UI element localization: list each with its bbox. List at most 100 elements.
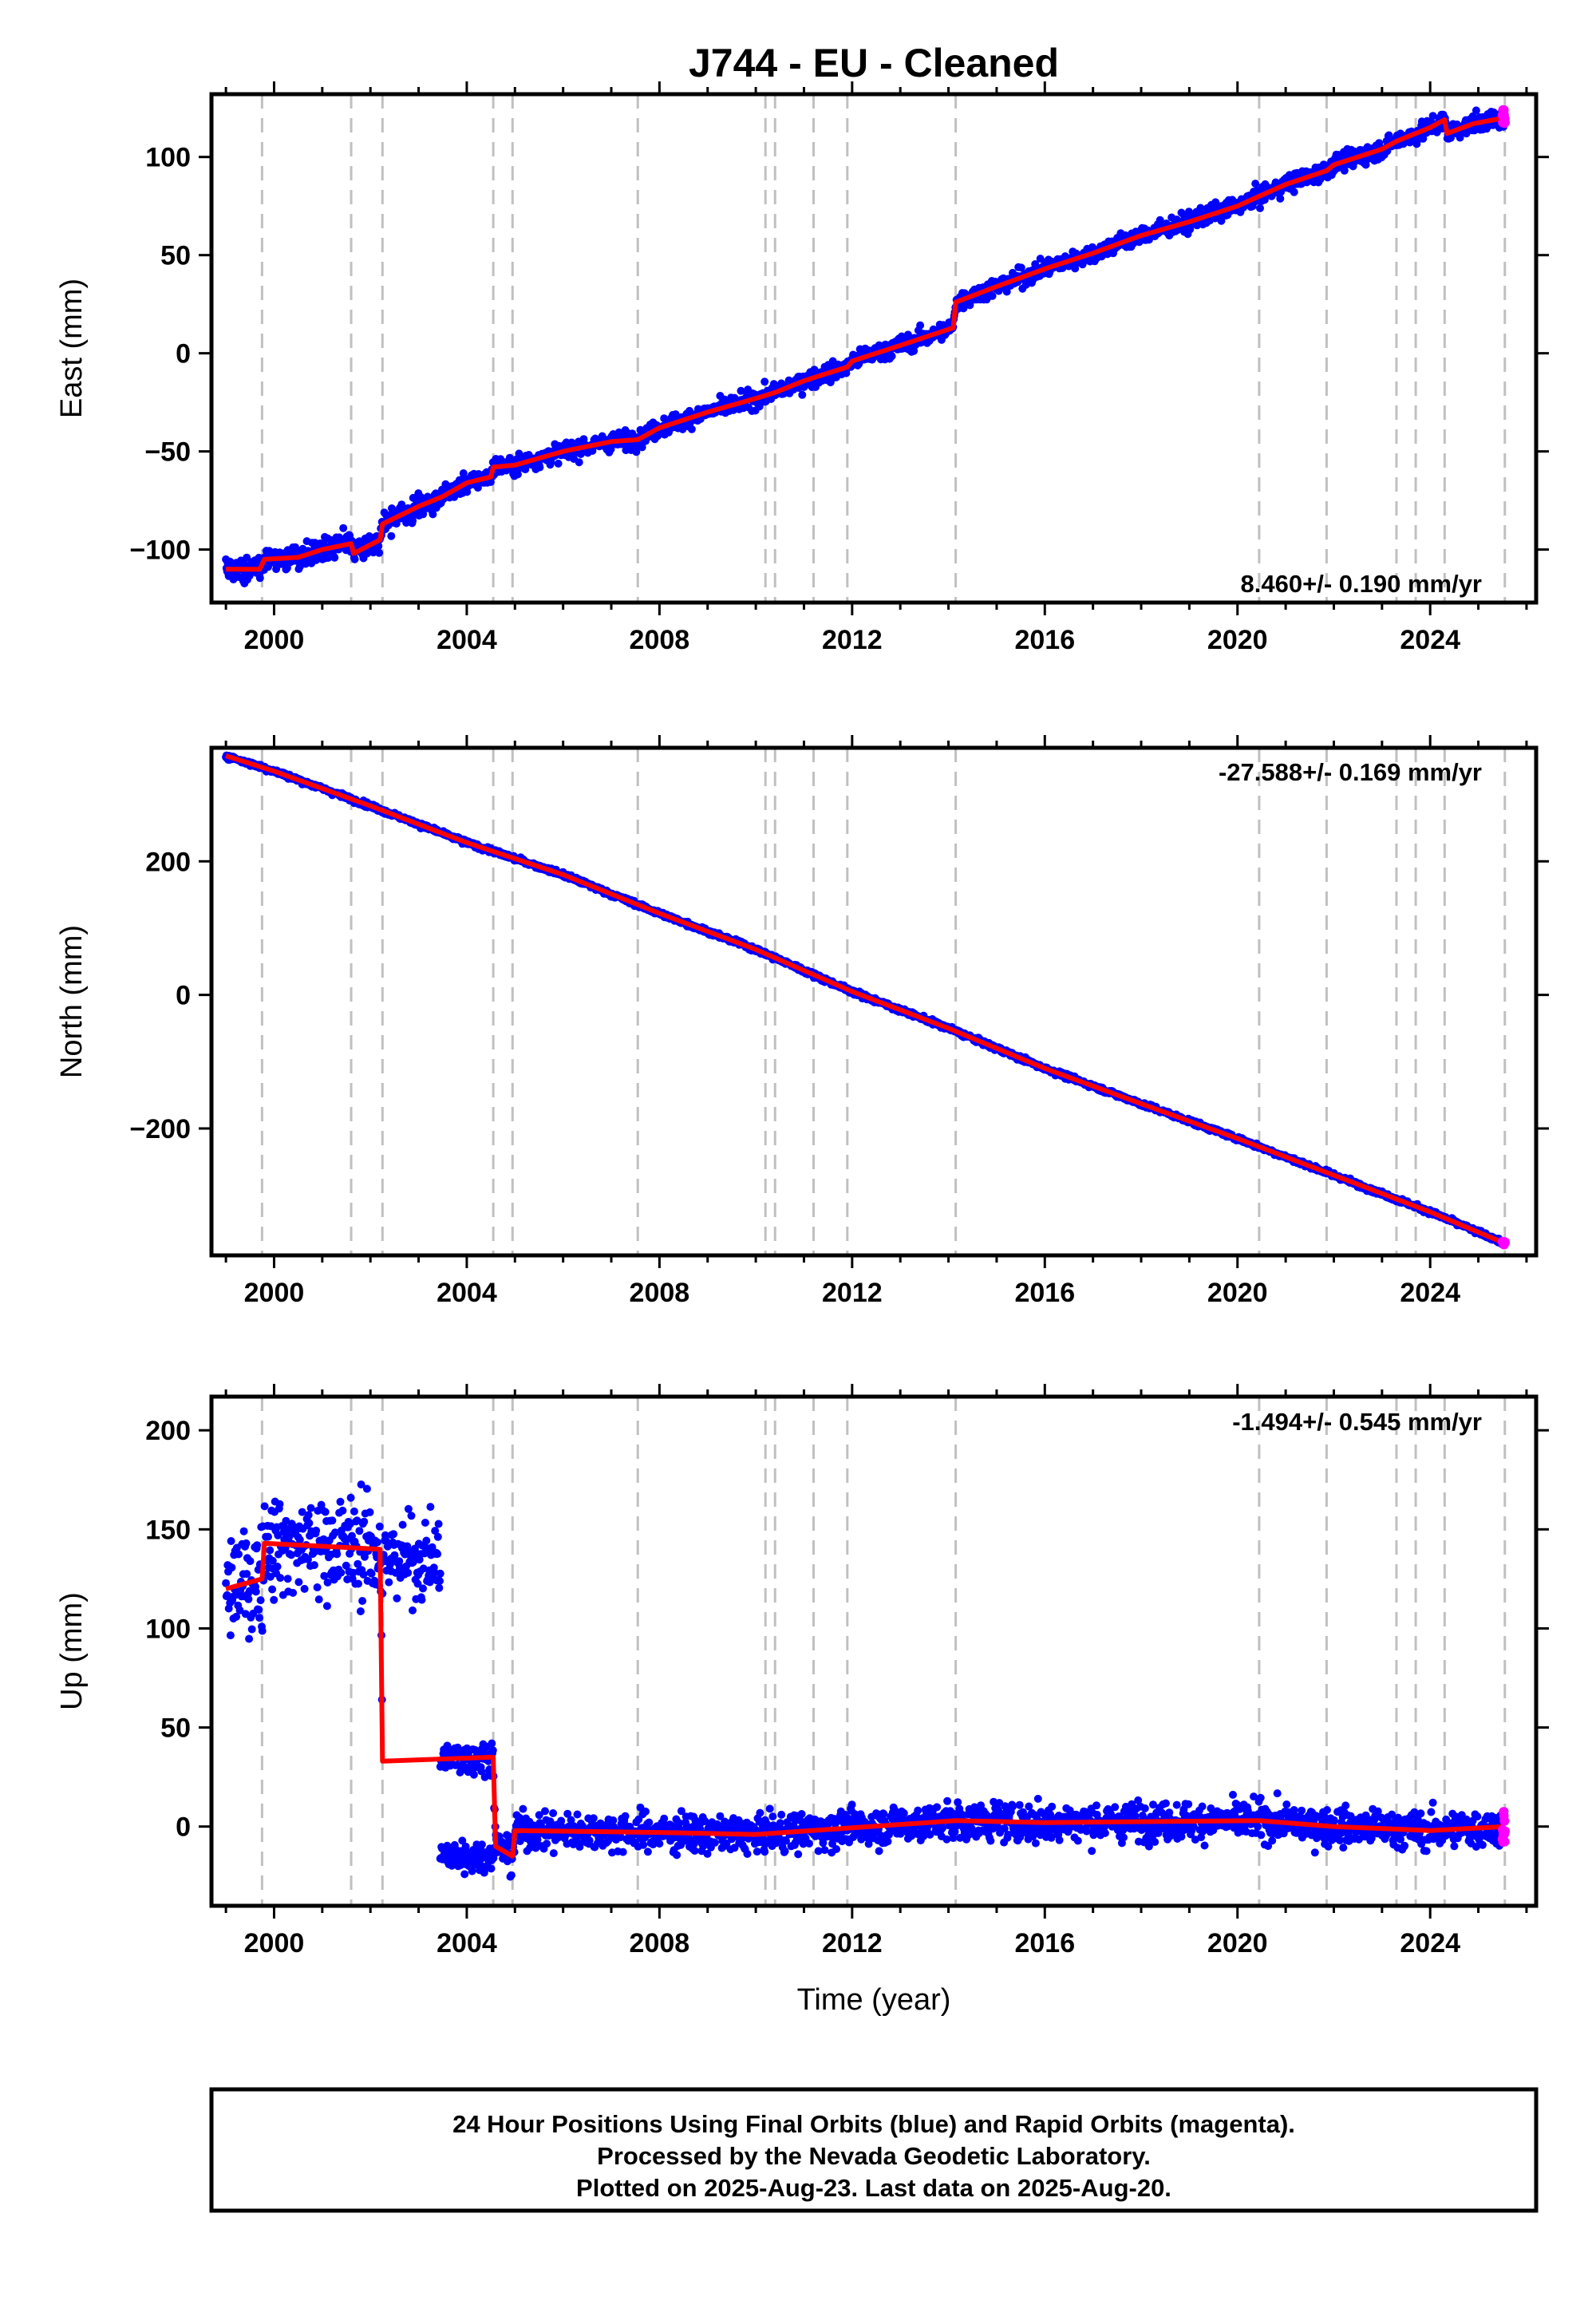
north-panel: 2000 2004 2008 2012 2016 2020 20242000−200Nort…	[55, 735, 1549, 1308]
data-point	[469, 1770, 478, 1779]
plot-frame	[209, 92, 1539, 605]
data-point	[356, 1607, 365, 1615]
data-point	[1017, 263, 1025, 272]
data-point	[459, 469, 468, 477]
x-tick-label: 2004	[437, 625, 497, 655]
data-point	[355, 1527, 364, 1535]
data-point	[305, 1519, 314, 1528]
velocity-rate-label: 8.460+/- 0.190 mm/yr	[1241, 570, 1482, 598]
data-point	[320, 1571, 329, 1580]
data-point	[362, 1484, 371, 1493]
model-fit-line	[226, 115, 1506, 572]
rapid-orbit-points	[1497, 105, 1510, 128]
y-axis-label: North (mm)	[55, 925, 89, 1078]
data-point	[337, 1568, 346, 1577]
data-point	[1196, 204, 1205, 212]
data-point	[246, 1557, 255, 1566]
y-tick-label: 0	[176, 981, 191, 1011]
data-point	[365, 1508, 374, 1516]
data-point	[245, 1634, 254, 1643]
data-point	[330, 553, 339, 562]
model-fit-line	[225, 753, 1506, 1246]
x-tick-label: 2004	[437, 1278, 497, 1308]
data-point	[256, 1596, 265, 1605]
data-point	[239, 1527, 248, 1535]
x-tick-label: 2008	[630, 1278, 690, 1308]
data-point	[253, 1541, 262, 1550]
plot-area	[222, 94, 1510, 603]
data-point	[313, 1583, 322, 1591]
data-point	[453, 1743, 462, 1752]
data-point	[235, 1606, 244, 1614]
data-point	[575, 458, 583, 467]
data-point	[342, 1561, 350, 1570]
data-point	[358, 1597, 367, 1605]
data-point	[360, 1517, 369, 1526]
rapid-point	[1500, 117, 1510, 127]
data-point	[275, 1500, 284, 1508]
data-point	[247, 1625, 256, 1634]
data-point	[268, 1585, 277, 1594]
rapid-point	[1500, 1237, 1510, 1247]
y-tick-label: 200	[145, 847, 191, 877]
data-point	[354, 1559, 362, 1568]
y-tick-label: −100	[129, 536, 191, 566]
data-point	[331, 1528, 339, 1537]
data-point	[270, 1595, 279, 1604]
data-point	[235, 1550, 243, 1559]
plot-area	[222, 748, 1510, 1255]
data-point	[273, 1563, 282, 1571]
final-orbit-points	[222, 105, 1509, 587]
x-tick-label: 2016	[1014, 625, 1075, 655]
data-point	[304, 1511, 313, 1520]
data-point	[660, 414, 669, 423]
data-point	[357, 1480, 365, 1489]
data-point	[1256, 204, 1264, 212]
data-point	[988, 291, 997, 300]
data-point	[300, 1584, 309, 1593]
data-point	[336, 1497, 345, 1506]
data-point	[1419, 134, 1428, 143]
data-point	[255, 553, 263, 562]
data-point	[255, 1614, 264, 1622]
data-point	[222, 1579, 231, 1587]
data-point	[243, 1570, 251, 1579]
data-point	[283, 1575, 292, 1583]
final-orbit-points	[222, 1480, 1509, 1881]
data-point	[375, 1522, 384, 1531]
up-panel: 2000 2004 2008 2012 2016 2020 2024200150100500…	[55, 1384, 1549, 1958]
data-point	[375, 548, 384, 557]
data-point	[1472, 106, 1480, 115]
data-point	[473, 484, 482, 492]
data-point	[387, 532, 396, 540]
data-point	[1428, 112, 1437, 121]
data-point	[367, 1569, 376, 1578]
data-point	[373, 1538, 381, 1547]
data-point	[333, 1550, 342, 1559]
data-point	[346, 1493, 355, 1502]
y-tick-label: 100	[145, 143, 191, 173]
data-point	[227, 1563, 236, 1572]
east-panel: 2000 2004 2008 2012 2016 2020 2024100500−50−10…	[55, 81, 1549, 655]
data-point	[264, 1532, 272, 1541]
data-point	[258, 1626, 267, 1635]
figure-title: J744 - EU - Cleaned	[689, 41, 1059, 85]
data-point	[266, 1546, 275, 1555]
x-tick-label: 2024	[1400, 1278, 1460, 1308]
data-point	[910, 346, 918, 355]
x-tick-label: 2024	[1400, 625, 1460, 655]
data-point	[359, 1570, 368, 1579]
data-point	[687, 425, 696, 433]
y-tick-label: −50	[144, 437, 191, 468]
data-point	[255, 1606, 263, 1614]
data-point	[260, 1502, 269, 1511]
y-tick-label: 50	[160, 241, 191, 271]
data-point	[338, 1506, 347, 1515]
data-point	[298, 1508, 306, 1516]
data-point	[535, 463, 544, 472]
x-tick-label: 2020	[1207, 1278, 1268, 1308]
data-point	[289, 1588, 298, 1597]
y-tick-label: 0	[176, 339, 191, 370]
data-point	[354, 1579, 362, 1588]
